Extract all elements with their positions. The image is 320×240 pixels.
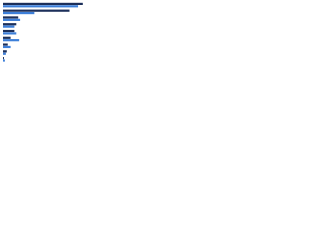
page: {"chart_data": {"type": "bar", "orientat… [0,0,100,71]
bar [3,2,83,5]
bar [3,32,17,35]
bar [3,43,8,46]
bar [3,29,15,33]
bar [3,52,6,55]
bar [3,59,5,62]
bar [3,36,11,39]
bar [3,11,35,15]
bar [3,57,4,60]
bar [3,18,21,21]
bar [3,23,17,26]
chart [3,2,83,62]
bar [3,9,70,12]
bar [3,39,20,42]
bar [3,5,79,8]
bar [3,50,7,53]
bar [3,25,15,28]
bar [3,16,19,19]
bar [3,45,11,49]
